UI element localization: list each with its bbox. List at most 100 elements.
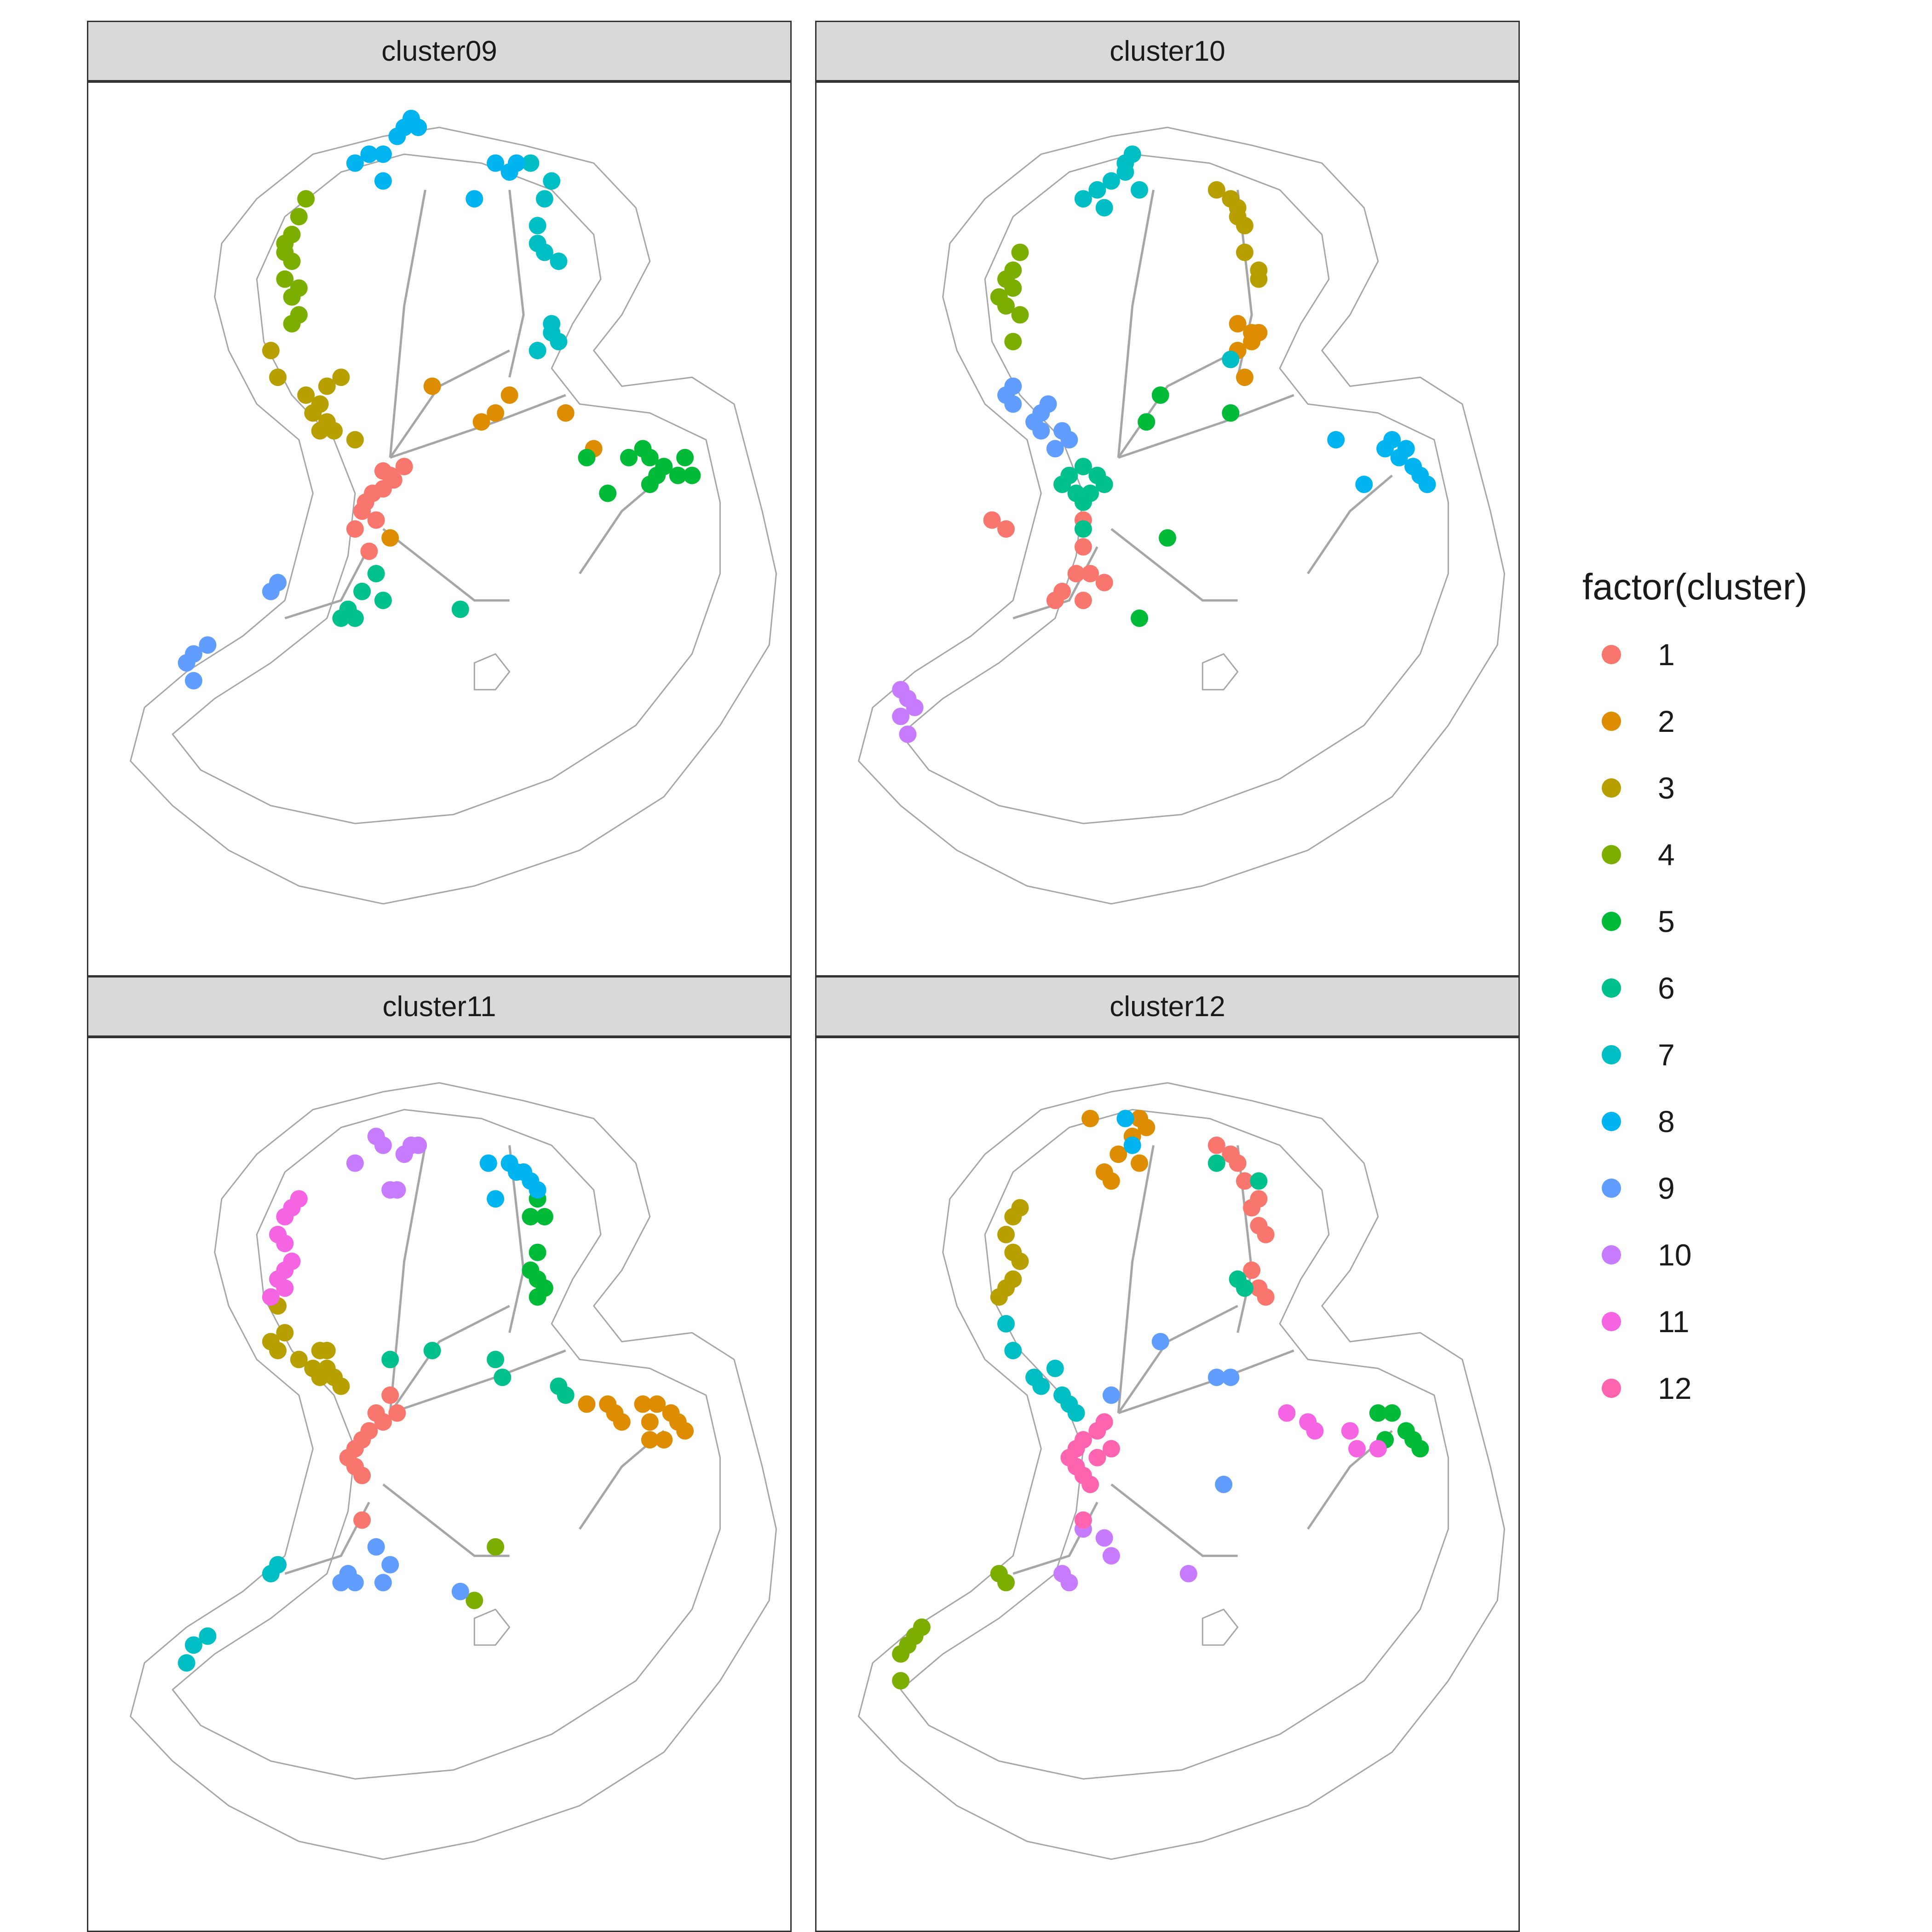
site-point-cluster-7 (184, 1636, 202, 1654)
site-point-cluster-6 (367, 565, 385, 582)
site-point-cluster-10 (1060, 1574, 1078, 1592)
site-point-cluster-4 (892, 1672, 910, 1690)
site-point-cluster-3 (269, 368, 287, 386)
site-point-cluster-5 (1369, 1404, 1387, 1422)
site-point-cluster-2 (1110, 1145, 1127, 1163)
site-point-cluster-3 (332, 1377, 350, 1395)
site-point-cluster-6 (1236, 1279, 1254, 1297)
legend-label: 11 (1658, 1304, 1690, 1339)
site-point-cluster-8 (1116, 1110, 1134, 1127)
site-point-cluster-12 (1081, 1476, 1099, 1493)
site-point-cluster-5 (1383, 1404, 1401, 1422)
site-point-cluster-1 (360, 542, 378, 560)
site-point-cluster-8 (374, 172, 392, 190)
map-plot-area (815, 1038, 1520, 1932)
site-point-cluster-1 (374, 1413, 392, 1431)
site-point-cluster-2 (613, 1413, 631, 1431)
site-point-cluster-10 (906, 699, 924, 716)
site-point-cluster-1 (1243, 1199, 1261, 1217)
site-point-cluster-2 (655, 1431, 673, 1449)
site-point-cluster-6 (1208, 1154, 1225, 1172)
site-point-cluster-4 (1011, 243, 1029, 261)
legend-key-dot (1602, 1245, 1621, 1265)
site-point-cluster-7 (543, 324, 561, 342)
site-point-cluster-11 (1278, 1404, 1296, 1422)
site-point-cluster-1 (1257, 1225, 1275, 1243)
site-point-cluster-9 (374, 1574, 392, 1592)
site-point-cluster-2 (634, 1395, 652, 1413)
site-point-cluster-5 (683, 466, 701, 484)
facet-strip-title: cluster10 (815, 21, 1520, 83)
site-point-cluster-6 (451, 600, 469, 618)
legend-label: 3 (1658, 770, 1675, 805)
site-point-cluster-8 (346, 154, 364, 172)
site-point-cluster-3 (318, 377, 336, 395)
site-point-cluster-11 (262, 1288, 280, 1306)
site-point-cluster-5 (1159, 529, 1176, 547)
site-point-cluster-5 (599, 484, 617, 502)
site-point-cluster-3 (1236, 243, 1254, 261)
site-point-cluster-1 (353, 1511, 371, 1529)
site-point-cluster-7 (1131, 181, 1148, 199)
site-point-cluster-5 (1138, 413, 1156, 431)
site-point-cluster-7 (269, 1556, 287, 1574)
legend-item: 3 (1582, 754, 1923, 821)
site-point-cluster-9 (1032, 422, 1050, 440)
site-point-cluster-6 (374, 592, 392, 610)
site-point-cluster-6 (353, 582, 371, 600)
site-point-cluster-2 (1131, 1154, 1148, 1172)
site-point-cluster-5 (676, 448, 694, 466)
site-point-cluster-10 (1102, 1547, 1120, 1565)
site-point-cluster-1 (1074, 592, 1092, 610)
base-map-outline (858, 1082, 1505, 1860)
site-point-cluster-4 (276, 243, 294, 261)
site-point-cluster-6 (1060, 466, 1078, 484)
site-point-cluster-5 (620, 448, 638, 466)
site-point-cluster-3 (311, 422, 329, 440)
legend-label: 5 (1658, 904, 1675, 938)
site-point-cluster-9 (346, 1574, 364, 1592)
site-point-cluster-4 (1004, 279, 1022, 297)
site-point-cluster-1 (1053, 582, 1071, 600)
site-point-cluster-2 (472, 413, 490, 431)
site-point-cluster-9 (1039, 395, 1057, 413)
legend-label: 4 (1658, 837, 1675, 872)
legend-item: 7 (1582, 1021, 1923, 1088)
site-point-cluster-11 (1306, 1422, 1324, 1440)
legend-label: 6 (1658, 971, 1675, 1005)
site-point-cluster-3 (325, 422, 343, 440)
site-point-cluster-3 (346, 431, 364, 448)
site-point-cluster-6 (1081, 484, 1099, 502)
site-point-cluster-1 (1236, 1172, 1254, 1190)
site-point-cluster-2 (578, 1395, 596, 1413)
legend-key-dot (1602, 1311, 1621, 1331)
site-point-cluster-7 (199, 1627, 217, 1645)
site-point-cluster-3 (304, 1359, 322, 1377)
site-point-cluster-8 (1383, 431, 1401, 448)
site-point-cluster-9 (451, 1582, 469, 1600)
site-point-cluster-3 (1229, 199, 1247, 217)
legend-label: 7 (1658, 1037, 1675, 1072)
legend-item: 10 (1582, 1221, 1923, 1288)
site-point-cluster-1 (353, 1466, 371, 1484)
legend-key-dot (1602, 1178, 1621, 1198)
site-point-cluster-10 (409, 1136, 427, 1154)
legend-item: 12 (1582, 1355, 1923, 1421)
site-point-cluster-7 (1074, 190, 1092, 208)
site-point-cluster-3 (997, 1225, 1015, 1243)
site-point-cluster-10 (1095, 1529, 1113, 1547)
site-point-cluster-3 (1004, 1208, 1022, 1225)
site-point-cluster-3 (290, 1351, 308, 1368)
legend-items: 1 2 3 4 5 6 7 8 9 10 11 12 (1582, 621, 1923, 1421)
site-point-cluster-11 (1341, 1422, 1359, 1440)
site-point-cluster-3 (1236, 217, 1254, 235)
site-point-cluster-9 (1060, 431, 1078, 448)
site-point-cluster-7 (550, 253, 568, 270)
site-point-cluster-7 (529, 217, 546, 235)
site-point-cluster-9 (178, 654, 196, 672)
legend-item: 5 (1582, 888, 1923, 954)
site-point-cluster-4 (283, 288, 301, 306)
site-point-cluster-8 (487, 1190, 505, 1208)
legend-key-dot (1602, 778, 1621, 798)
legend-key-dot (1602, 1111, 1621, 1131)
